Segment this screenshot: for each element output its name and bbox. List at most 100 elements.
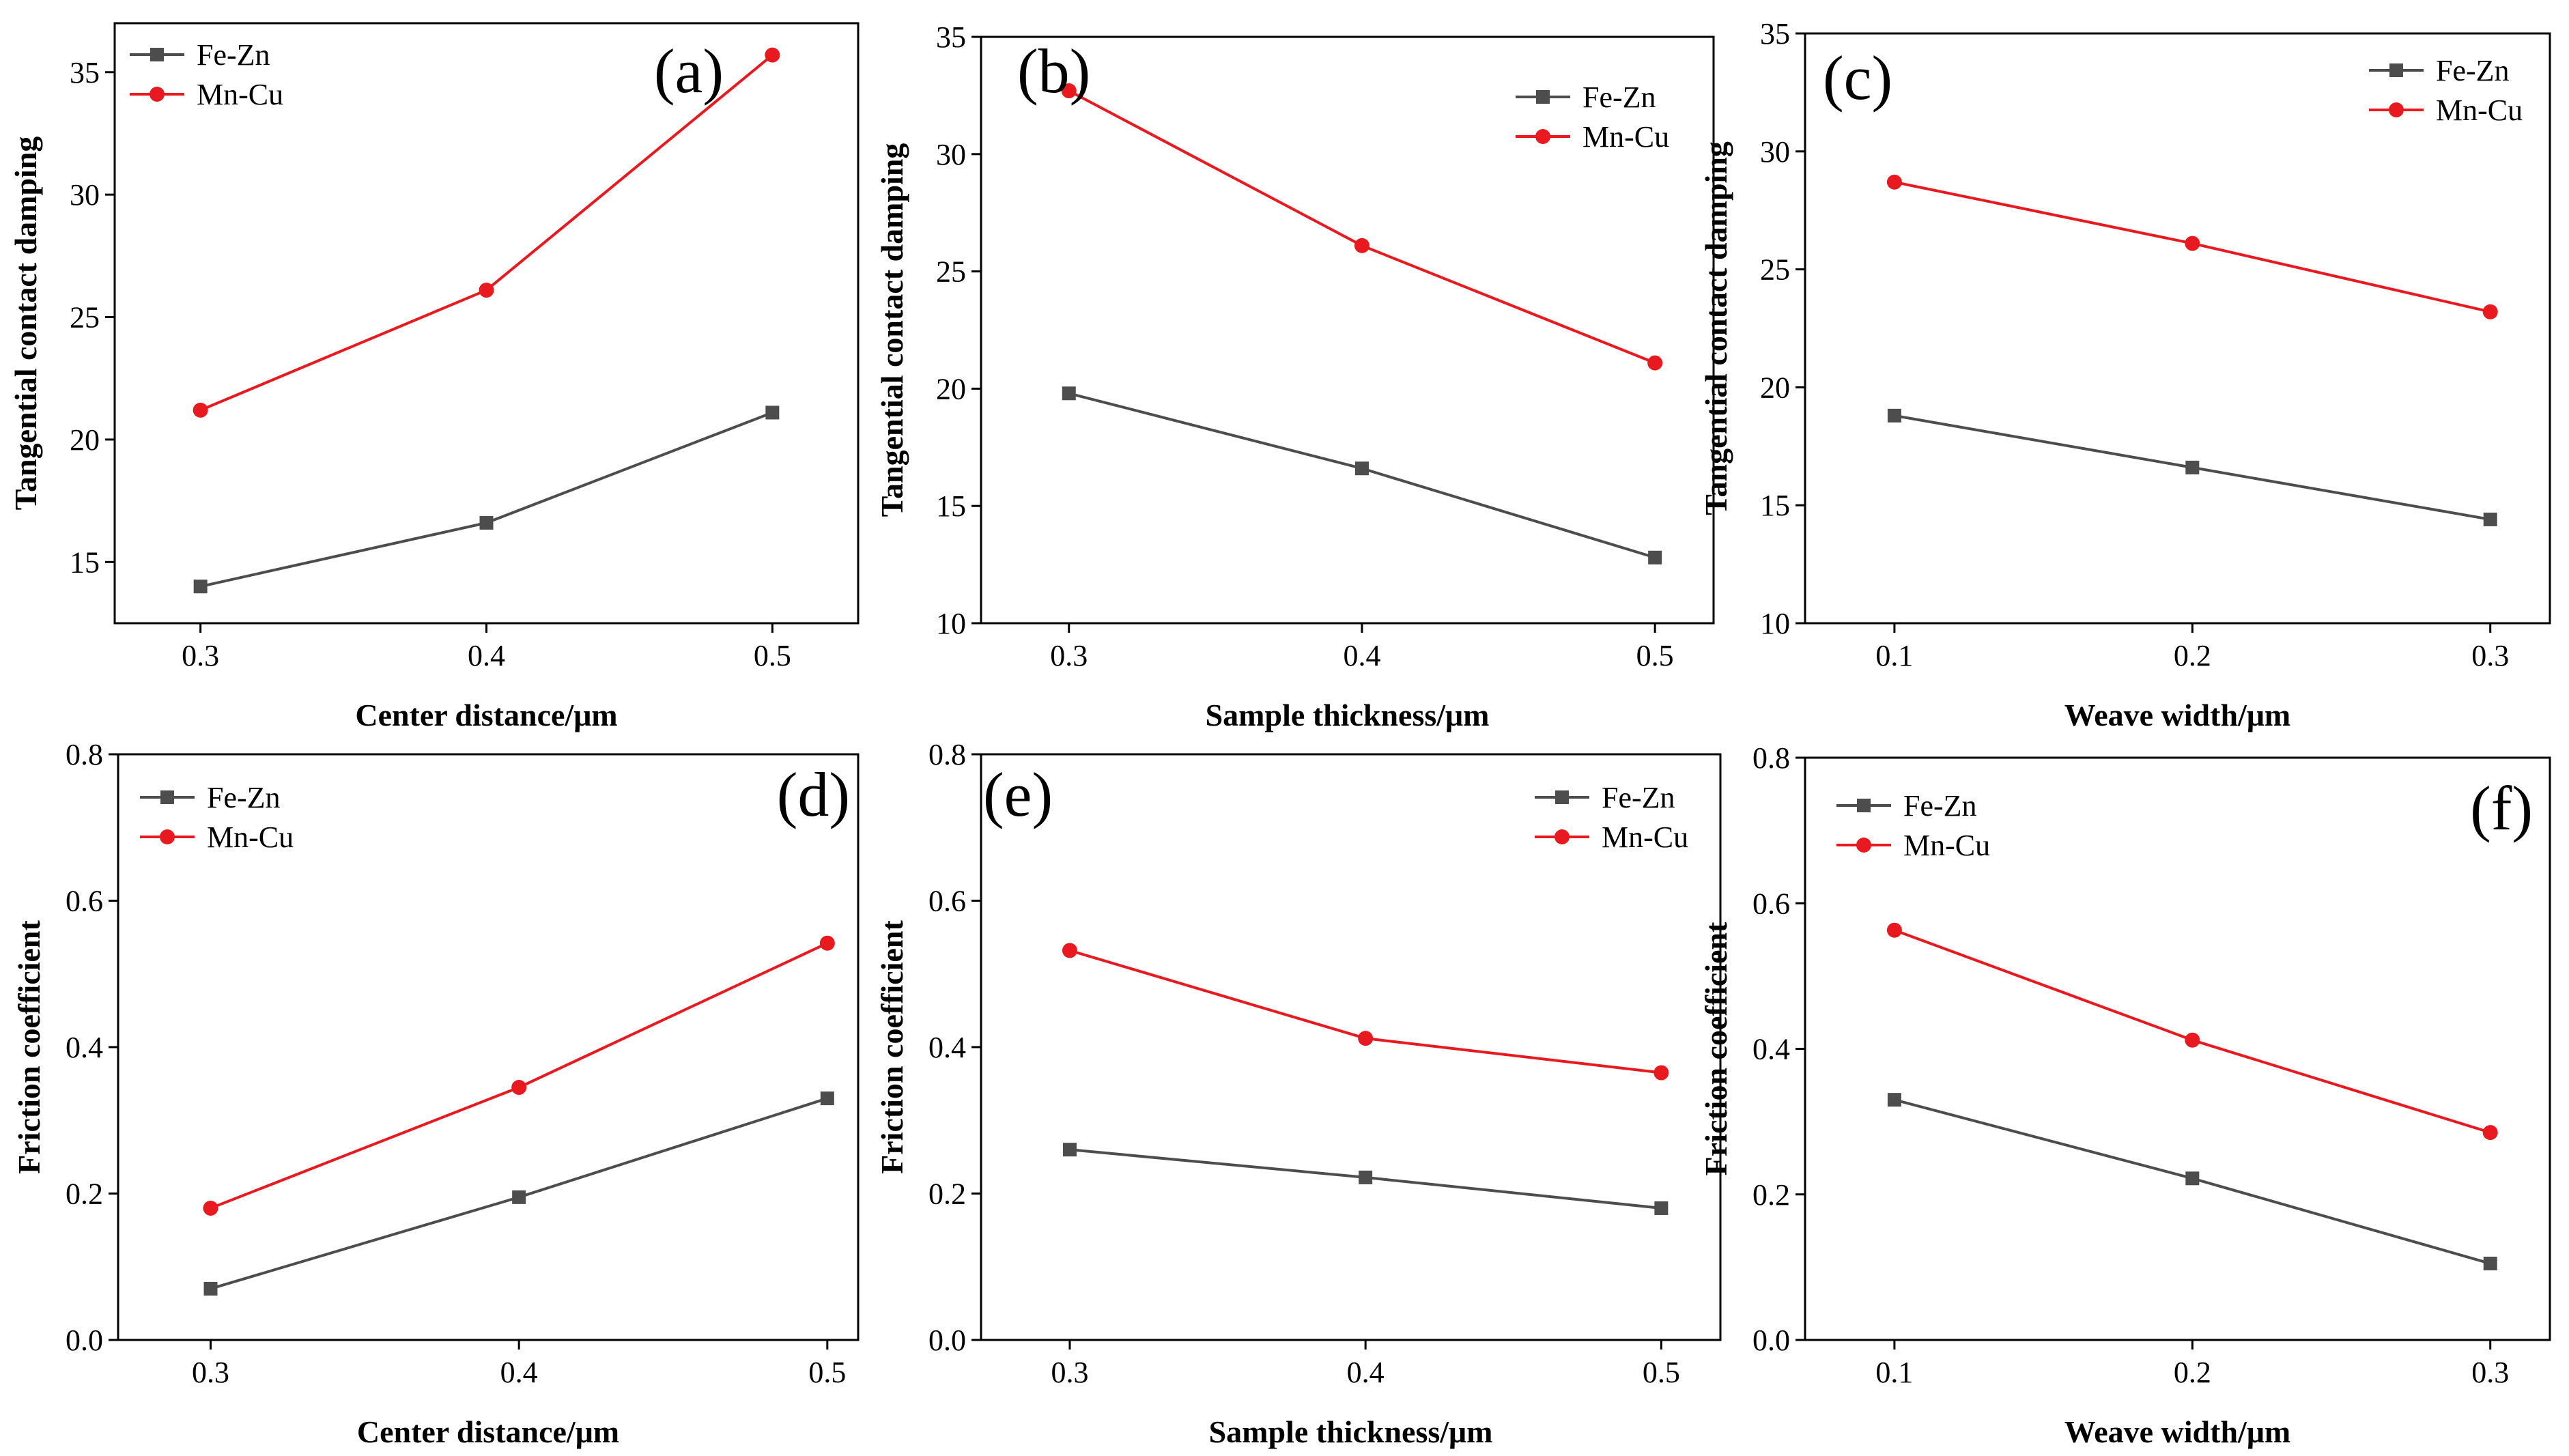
panel-label: (a) [654, 36, 724, 106]
series-line-fe-zn [200, 411, 773, 588]
data-point-mn-cu [203, 1200, 218, 1216]
legend-label-fe-zn: Fe-Zn [207, 781, 281, 814]
x-axis-label: Weave width/μm [2064, 1414, 2290, 1449]
y-axis-label: Friction coefficient [1699, 922, 1733, 1175]
legend-label-mn-cu: Mn-Cu [1582, 120, 1669, 154]
chart-panel-c: 0.1 0.2 0.3 10 15 20 25 30 35 Weave width/μm Tange… [1699, 17, 2551, 732]
legend-marker-mn-cu [1856, 838, 1871, 853]
legend-marker-mn-cu [1535, 129, 1550, 144]
y-tick-label: 25 [936, 255, 966, 289]
y-tick-label: 0.0 [1752, 1324, 1790, 1357]
series-line-mn-cu [1069, 949, 1662, 1074]
chart-panel-f: 0.1 0.2 0.3 0.0 0.2 0.4 0.6 0.8 Weave width/μm Fr… [1699, 741, 2551, 1449]
data-point-fe-zn [2483, 512, 2497, 526]
data-point-mn-cu [193, 402, 208, 418]
y-tick-label: 0.2 [1752, 1178, 1790, 1212]
legend-marker-mn-cu [160, 829, 175, 844]
series-line-mn-cu [1894, 928, 2491, 1134]
y-tick-label: 0.0 [66, 1324, 103, 1357]
data-point-mn-cu [2185, 235, 2200, 251]
data-point-fe-zn [203, 1281, 218, 1296]
x-tick-label: 0.2 [2174, 1356, 2211, 1389]
data-point-fe-zn [2185, 1171, 2200, 1186]
y-tick-label: 0.2 [928, 1177, 966, 1211]
y-tick-label: 0.8 [66, 738, 103, 771]
data-point-fe-zn [2185, 460, 2200, 474]
data-point-fe-zn [512, 1190, 526, 1204]
y-tick-label: 30 [936, 138, 966, 171]
x-axis-label: Sample thickness/μm [1209, 1414, 1493, 1449]
y-axis-label: Tangential contact damping [8, 137, 43, 511]
x-axis-label: Weave width/μm [2064, 698, 2290, 732]
legend-marker-mn-cu [150, 87, 165, 102]
data-point-mn-cu [1647, 355, 1663, 371]
chart-panel-e: 0.3 0.4 0.5 0.0 0.2 0.4 0.6 0.8 Sample thickness… [875, 738, 1722, 1449]
data-point-fe-zn [1359, 1170, 1373, 1184]
legend-marker-fe-zn [1555, 790, 1569, 804]
y-tick-label: 25 [1760, 253, 1790, 287]
plot-frame [113, 22, 860, 625]
legend-marker-fe-zn [1536, 90, 1550, 104]
y-axis-label: Friction coefficient [875, 919, 909, 1173]
data-point-fe-zn [1354, 461, 1369, 476]
series-line-mn-cu [199, 54, 773, 412]
data-point-fe-zn [1062, 386, 1076, 401]
data-point-mn-cu [1653, 1065, 1669, 1081]
data-point-mn-cu [479, 283, 494, 298]
data-point-mn-cu [1061, 83, 1077, 99]
x-tick-label: 0.3 [1051, 1356, 1088, 1389]
legend-marker-fe-zn [2389, 63, 2403, 77]
x-tick-label: 0.1 [1875, 1356, 1913, 1389]
x-tick-label: 0.5 [808, 1356, 846, 1389]
y-tick-label: 10 [1760, 607, 1790, 640]
x-tick-label: 0.4 [468, 639, 505, 672]
x-tick-label: 0.1 [1875, 639, 1913, 672]
x-axis-label: Center distance/μm [357, 1414, 619, 1449]
legend: Fe-Zn Mn-Cu [140, 781, 294, 854]
y-tick-label: 15 [936, 489, 966, 523]
data-point-mn-cu [765, 47, 780, 63]
data-point-mn-cu [819, 935, 835, 951]
y-tick-label: 10 [936, 607, 966, 640]
data-point-mn-cu [511, 1079, 527, 1095]
data-point-mn-cu [1886, 922, 1902, 938]
y-tick-label: 0.2 [66, 1177, 103, 1211]
x-tick-label: 0.3 [192, 1356, 229, 1389]
series-line-mn-cu [1068, 89, 1656, 365]
legend-label-mn-cu: Mn-Cu [197, 78, 283, 111]
data-point-mn-cu [2482, 304, 2498, 319]
legend-label-fe-zn: Fe-Zn [2436, 54, 2510, 87]
y-tick-label: 20 [936, 372, 966, 405]
y-tick-label: 25 [70, 301, 100, 334]
panel-label: (e) [983, 760, 1053, 829]
x-tick-label: 0.5 [1643, 1356, 1680, 1389]
y-tick-label: 20 [1760, 371, 1790, 404]
panel-label: (b) [1017, 36, 1090, 106]
y-axis-label: Tangential contact damping [875, 143, 909, 517]
legend-marker-fe-zn [1857, 799, 1871, 812]
legend: Fe-Zn Mn-Cu [130, 38, 283, 111]
legend-marker-mn-cu [2389, 102, 2404, 117]
legend: Fe-Zn Mn-Cu [1535, 781, 1688, 854]
legend-label-fe-zn: Fe-Zn [197, 38, 270, 72]
legend-label-fe-zn: Fe-Zn [1582, 81, 1656, 114]
series-line-mn-cu [210, 941, 828, 1210]
x-tick-label: 0.3 [182, 639, 219, 672]
legend: Fe-Zn Mn-Cu [2369, 54, 2523, 127]
x-tick-label: 0.5 [1636, 639, 1674, 672]
x-tick-label: 0.3 [1050, 639, 1088, 672]
data-point-fe-zn [193, 580, 208, 594]
panel-label: (c) [1823, 43, 1892, 113]
y-tick-label: 35 [936, 20, 966, 54]
y-tick-label: 15 [1760, 489, 1790, 522]
data-point-mn-cu [2185, 1032, 2200, 1048]
data-point-mn-cu [2482, 1125, 2498, 1141]
data-point-fe-zn [1654, 1201, 1669, 1215]
y-tick-label: 30 [70, 178, 100, 212]
chart-panel-b: 0.3 0.4 0.5 10 15 20 25 30 35 Sample thickness/μm… [875, 20, 1715, 732]
panel-label: (f) [2470, 773, 2533, 843]
legend-label-fe-zn: Fe-Zn [1903, 789, 1977, 823]
x-tick-label: 0.4 [500, 1356, 538, 1389]
data-point-fe-zn [1887, 408, 1901, 423]
